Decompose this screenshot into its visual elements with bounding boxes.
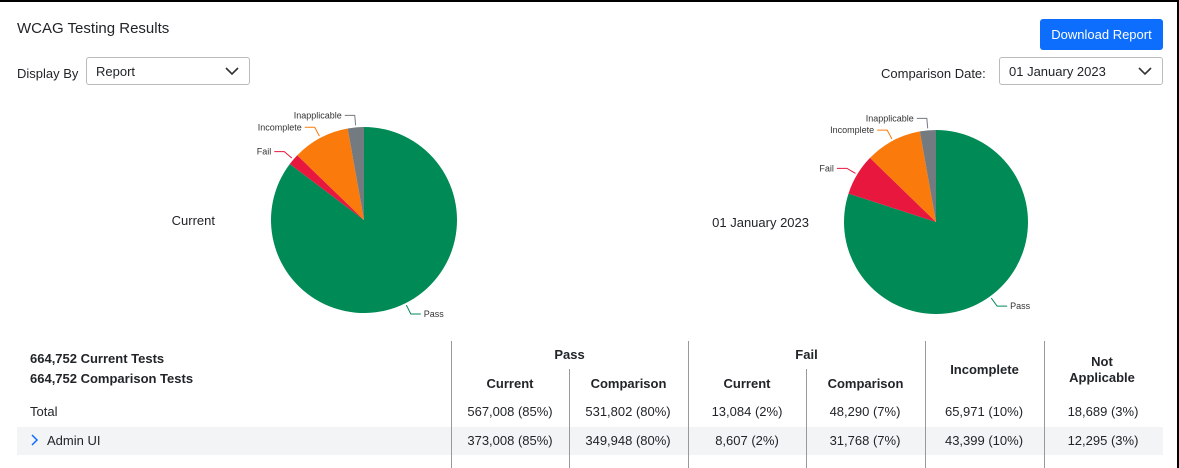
leader-line (405, 304, 421, 315)
slice-label: Fail (819, 163, 834, 173)
sub-header: Current (723, 376, 771, 391)
comparison-date-select[interactable]: 01 January 2023 (999, 57, 1163, 85)
group-header: Fail (795, 347, 818, 362)
select-value: 01 January 2023 (1009, 63, 1106, 79)
select-value: Report (96, 63, 136, 79)
table-cell: 65,971 (10%) (944, 404, 1024, 419)
chevron (1138, 67, 1152, 76)
pie-slice (919, 130, 936, 222)
sub-header: Comparison (827, 376, 904, 391)
table-cell: 531,802 (80%) (585, 404, 671, 419)
slice-label: Pass (1010, 301, 1031, 311)
display-by-select[interactable]: Report (86, 57, 250, 85)
table-cell: 48,290 (7%) (829, 404, 901, 419)
pie-caption: 01 January 2023 (712, 215, 809, 230)
group-header: Incomplete (950, 362, 1019, 377)
leader-line (344, 114, 357, 126)
group-header: Pass (554, 347, 585, 362)
row-label[interactable]: Admin UI (47, 433, 101, 448)
leader-line (304, 126, 320, 137)
column-divider (688, 341, 689, 468)
pie-caption: Current (172, 213, 216, 228)
current-tests: 664,752 Current Tests (30, 351, 165, 366)
sub-header: Current (486, 376, 534, 391)
column-divider (925, 341, 926, 468)
download-button[interactable]: Download Report (1040, 19, 1163, 50)
pie-slice (869, 131, 936, 222)
column-divider (451, 341, 452, 468)
pie-charts: Current Pass Fail Incomplete Inapplicable 01 … (172, 110, 1031, 319)
comparison-date-label: Comparison Date: (881, 66, 986, 81)
group-header: Not Applicable (1069, 354, 1135, 385)
slice-label: Pass (424, 309, 445, 319)
table-cell: 31,768 (7%) (829, 433, 901, 448)
leader-line (990, 297, 1008, 307)
display-by-label: Display By (17, 66, 79, 81)
row-highlight (17, 427, 1163, 455)
pie-slice (848, 157, 936, 222)
row-label: Total (30, 404, 58, 419)
table-cell: 18,689 (3%) (1067, 404, 1139, 419)
expand-icon[interactable] (31, 434, 39, 446)
leader-line (274, 151, 293, 159)
table-cell: 349,948 (80%) (585, 433, 671, 448)
slice-label: Incomplete (258, 122, 302, 132)
sub-header: Comparison (590, 376, 667, 391)
table-cell: 13,084 (2%) (711, 404, 783, 419)
table-cell: 373,008 (85%) (467, 433, 553, 448)
slice-label: Incomplete (830, 125, 874, 135)
table-cell: 12,295 (3%) (1067, 433, 1139, 448)
column-divider (806, 369, 807, 468)
table-cell: 8,607 (2%) (715, 433, 779, 448)
column-divider (569, 369, 570, 468)
table-cell: 43,399 (10%) (944, 433, 1024, 448)
slice-label: Inapplicable (866, 113, 914, 123)
column-divider (1044, 341, 1045, 468)
slice-label: Inapplicable (294, 110, 342, 120)
pie-slice (843, 130, 1028, 314)
pie-slice (347, 127, 364, 220)
leader-line (836, 167, 856, 174)
page-title: WCAG Testing Results (17, 20, 170, 37)
leader-line (916, 117, 929, 129)
pie-slice (289, 155, 364, 220)
comparison-tests: 664,752 Comparison Tests (30, 371, 194, 386)
table-cell: 567,008 (85%) (467, 404, 553, 419)
chevron (225, 67, 239, 76)
slice-label: Fail (257, 147, 272, 157)
pie-slice (297, 128, 364, 220)
leader-line (877, 129, 893, 140)
